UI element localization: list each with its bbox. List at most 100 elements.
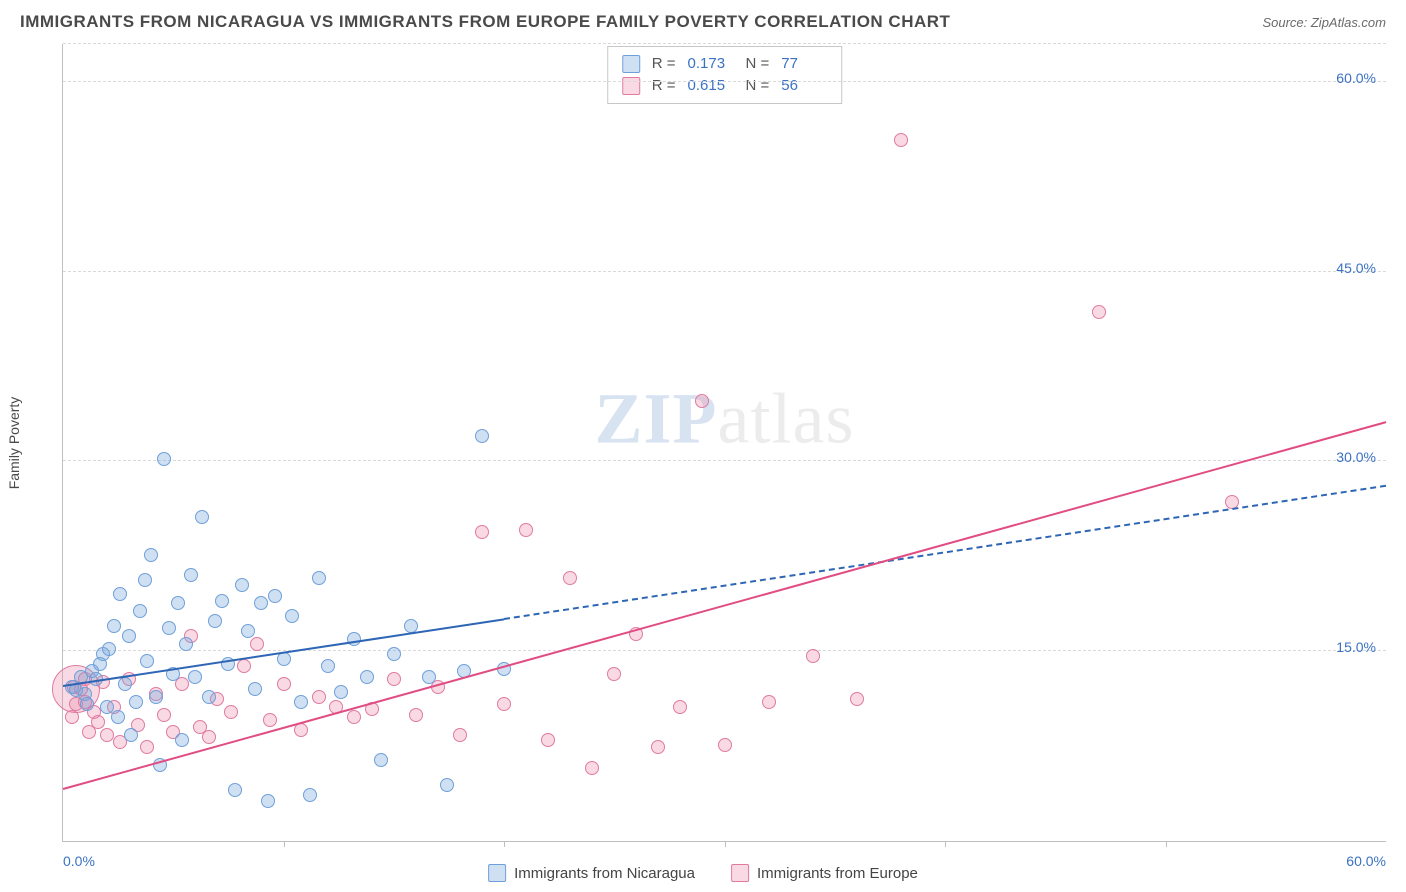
stats-legend: R = 0.173 N = 77 R = 0.615 N = 56 — [607, 46, 843, 104]
legend-row-b: R = 0.615 N = 56 — [622, 75, 828, 97]
data-point-nicaragua — [195, 510, 209, 524]
data-point-europe — [762, 695, 776, 709]
legend-item-nicaragua: Immigrants from Nicaragua — [488, 864, 695, 882]
data-point-nicaragua — [285, 609, 299, 623]
x-minor-tick — [504, 841, 505, 847]
data-point-nicaragua — [303, 788, 317, 802]
data-point-europe — [651, 740, 665, 754]
legend-label-nicaragua: Immigrants from Nicaragua — [514, 865, 695, 882]
data-point-nicaragua — [113, 587, 127, 601]
data-point-nicaragua — [138, 573, 152, 587]
data-point-nicaragua — [321, 659, 335, 673]
data-point-nicaragua — [107, 619, 121, 633]
swatch-nicaragua-icon — [488, 864, 506, 882]
legend-row-a: R = 0.173 N = 77 — [622, 53, 828, 75]
data-point-nicaragua — [175, 733, 189, 747]
gridline — [63, 650, 1386, 651]
data-point-nicaragua — [80, 697, 94, 711]
data-point-nicaragua — [124, 728, 138, 742]
gridline — [63, 460, 1386, 461]
source-label: Source: ZipAtlas.com — [1262, 15, 1386, 30]
data-point-nicaragua — [122, 629, 136, 643]
data-point-nicaragua — [171, 596, 185, 610]
trendline-nicaragua-dashed — [504, 485, 1386, 620]
data-point-europe — [202, 730, 216, 744]
y-tick-label: 15.0% — [1336, 639, 1376, 655]
data-point-europe — [695, 394, 709, 408]
data-point-europe — [673, 700, 687, 714]
data-point-nicaragua — [188, 670, 202, 684]
data-point-nicaragua — [294, 695, 308, 709]
swatch-europe — [622, 77, 640, 95]
x-tick-label: 60.0% — [1346, 853, 1386, 869]
data-point-europe — [347, 710, 361, 724]
swatch-nicaragua — [622, 55, 640, 73]
data-point-europe — [312, 690, 326, 704]
data-point-europe — [585, 761, 599, 775]
data-point-europe — [541, 733, 555, 747]
data-point-nicaragua — [202, 690, 216, 704]
y-tick-label: 45.0% — [1336, 260, 1376, 276]
data-point-nicaragua — [360, 670, 374, 684]
data-point-europe — [409, 708, 423, 722]
y-tick-label: 30.0% — [1336, 449, 1376, 465]
data-point-nicaragua — [144, 548, 158, 562]
swatch-europe-icon — [731, 864, 749, 882]
data-point-nicaragua — [129, 695, 143, 709]
legend-label-europe: Immigrants from Europe — [757, 865, 918, 882]
series-legend: Immigrants from Nicaragua Immigrants fro… — [488, 864, 918, 882]
data-point-nicaragua — [162, 621, 176, 635]
data-point-europe — [607, 667, 621, 681]
x-tick-label: 0.0% — [63, 853, 95, 869]
data-point-nicaragua — [149, 690, 163, 704]
data-point-europe — [1092, 305, 1106, 319]
gridline — [63, 271, 1386, 272]
data-point-europe — [387, 672, 401, 686]
data-point-europe — [100, 728, 114, 742]
data-point-europe — [894, 133, 908, 147]
data-point-europe — [237, 659, 251, 673]
data-point-europe — [157, 708, 171, 722]
data-point-europe — [250, 637, 264, 651]
gridline — [63, 81, 1386, 82]
data-point-europe — [806, 649, 820, 663]
data-point-nicaragua — [157, 452, 171, 466]
watermark: ZIPatlas — [595, 377, 855, 460]
data-point-nicaragua — [387, 647, 401, 661]
gridline — [63, 43, 1386, 44]
x-minor-tick — [725, 841, 726, 847]
data-point-nicaragua — [440, 778, 454, 792]
data-point-nicaragua — [184, 568, 198, 582]
data-point-europe — [91, 715, 105, 729]
data-point-nicaragua — [118, 677, 132, 691]
data-point-europe — [65, 710, 79, 724]
data-point-nicaragua — [111, 710, 125, 724]
data-point-nicaragua — [422, 670, 436, 684]
data-point-nicaragua — [268, 589, 282, 603]
x-minor-tick — [284, 841, 285, 847]
data-point-europe — [497, 697, 511, 711]
data-point-nicaragua — [475, 429, 489, 443]
data-point-europe — [563, 571, 577, 585]
data-point-nicaragua — [208, 614, 222, 628]
data-point-europe — [718, 738, 732, 752]
data-point-europe — [277, 677, 291, 691]
data-point-nicaragua — [228, 783, 242, 797]
data-point-nicaragua — [102, 642, 116, 656]
data-point-nicaragua — [254, 596, 268, 610]
data-point-europe — [475, 525, 489, 539]
y-tick-label: 60.0% — [1336, 70, 1376, 86]
data-point-europe — [519, 523, 533, 537]
data-point-europe — [263, 713, 277, 727]
data-point-europe — [850, 692, 864, 706]
data-point-europe — [140, 740, 154, 754]
data-point-nicaragua — [235, 578, 249, 592]
plot-area: ZIPatlas R = 0.173 N = 77 R = 0.615 N = … — [62, 44, 1386, 842]
data-point-nicaragua — [140, 654, 154, 668]
data-point-nicaragua — [312, 571, 326, 585]
page-title: IMMIGRANTS FROM NICARAGUA VS IMMIGRANTS … — [20, 12, 950, 32]
x-minor-tick — [945, 841, 946, 847]
data-point-nicaragua — [215, 594, 229, 608]
legend-item-europe: Immigrants from Europe — [731, 864, 918, 882]
data-point-nicaragua — [241, 624, 255, 638]
